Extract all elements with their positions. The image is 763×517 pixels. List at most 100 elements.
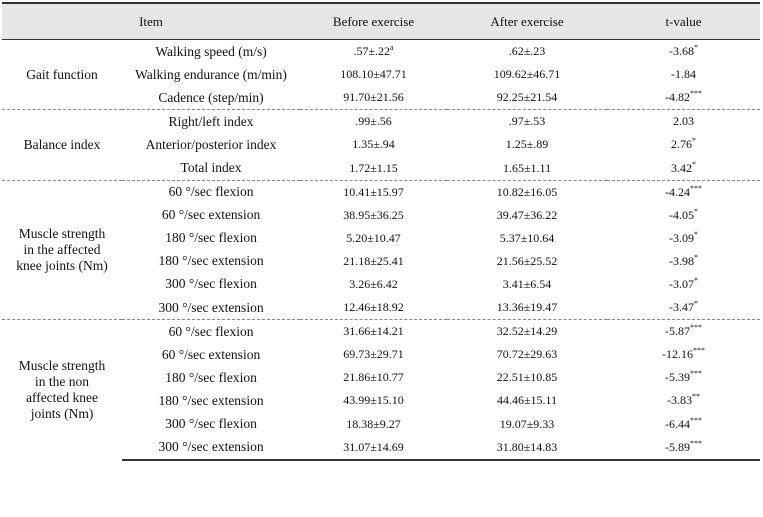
significance-marker: *** bbox=[690, 369, 703, 379]
significance-marker: * bbox=[694, 206, 699, 216]
t-value-text: -4.82 bbox=[665, 90, 691, 105]
after-exercise-value: 5.37±10.64 bbox=[499, 230, 555, 245]
before-value-text: 3.26±6.42 bbox=[349, 276, 398, 291]
t-value-text: -3.83 bbox=[667, 393, 693, 408]
after-exercise-value: 70.72±29.63 bbox=[496, 347, 558, 362]
group-label: Muscle strength in the affected knee joint… bbox=[2, 179, 122, 320]
t-value: -3.09* bbox=[607, 227, 760, 250]
before-value-text: 1.72±1.15 bbox=[349, 160, 398, 175]
significance-marker: *** bbox=[690, 415, 703, 425]
table-row: 180 °/sec flexion 21.86±10.77 22.51±10.85 -… bbox=[2, 366, 760, 389]
row-item-label: 300 °/sec extension bbox=[158, 299, 264, 315]
t-value: -3.07* bbox=[607, 273, 760, 296]
table-row: Gait function Walking speed (m/s) .57±.22a… bbox=[2, 40, 760, 82]
before-exercise-value: 1.72±1.15 bbox=[300, 156, 447, 180]
table-row: 300 °/sec flexion 3.26±6.42 3.41±6.54 -3.07… bbox=[2, 273, 760, 296]
after-exercise-value: 44.46±15.11 bbox=[496, 393, 558, 408]
after-exercise-value: 10.82±16.05 bbox=[447, 179, 608, 204]
t-value-text: -5.39 bbox=[665, 370, 691, 385]
before-exercise-value: 108.10±47.71 bbox=[300, 63, 447, 86]
table-row: 60 °/sec extension 38.95±36.25 39.47±36.22… bbox=[2, 204, 760, 227]
table-row: Muscle strength in the affected knee joint… bbox=[2, 179, 761, 320]
row-item-label: 60 °/sec extension bbox=[161, 346, 261, 362]
t-value: -4.82*** bbox=[607, 86, 760, 110]
before-exercise-value: 21.18±25.41 bbox=[300, 250, 447, 273]
before-value-text: 108.10±47.71 bbox=[340, 67, 407, 82]
before-value-text: 18.38±9.27 bbox=[346, 416, 401, 431]
row-item-label: 60 °/sec extension bbox=[161, 207, 261, 223]
after-exercise-value: 39.47±36.22 bbox=[496, 207, 558, 222]
t-value-text: -5.89 bbox=[665, 439, 691, 454]
before-exercise-value: 91.70±21.56 bbox=[300, 86, 447, 110]
after-exercise-value: 21.56±25.52 bbox=[496, 253, 558, 268]
table-row: Cadence (step/min) 91.70±21.56 92.25±21.54… bbox=[2, 86, 760, 110]
t-value: -4.24*** bbox=[607, 179, 761, 204]
significance-marker: * bbox=[694, 229, 699, 239]
before-exercise-value: 69.73±29.71 bbox=[300, 343, 447, 366]
t-value: 2.76* bbox=[607, 133, 760, 156]
table-row: 300 °/sec extension 31.07±14.69 31.80±14.8… bbox=[2, 435, 761, 461]
before-exercise-value: .57±.22a bbox=[300, 40, 447, 64]
row-item-label: 60 °/sec flexion bbox=[122, 179, 301, 204]
t-value-text: -3.98 bbox=[669, 253, 695, 268]
group-label: Muscle strength in the non affected knee jo… bbox=[2, 319, 122, 460]
row-item-label: Total index bbox=[180, 160, 242, 176]
before-value-text: 69.73±29.71 bbox=[343, 347, 404, 362]
row-item-label: 300 °/sec extension bbox=[122, 435, 301, 461]
t-value-text: -3.09 bbox=[669, 230, 695, 245]
row-item-label: Walking speed (m/s) bbox=[155, 43, 267, 59]
t-value: -3.68* bbox=[607, 40, 760, 64]
row-item-label: 300 °/sec flexion bbox=[165, 416, 257, 432]
t-value: -4.05* bbox=[607, 204, 760, 227]
significance-marker: * bbox=[692, 136, 697, 146]
after-exercise-value: 31.80±14.83 bbox=[447, 435, 608, 461]
row-item-label: Walking endurance (m/min) bbox=[135, 66, 287, 82]
table-row: Walking endurance (m/min) 108.10±47.71 109… bbox=[2, 63, 760, 86]
table-row: 300 °/sec extension 12.46±18.92 13.36±19.4… bbox=[2, 296, 760, 320]
row-item-label: Anterior/posterior index bbox=[145, 136, 277, 152]
results-table: Item Before exercise After exercise t-va… bbox=[2, 2, 761, 461]
before-value-text: 21.18±25.41 bbox=[343, 253, 404, 268]
before-exercise-value: 12.46±18.92 bbox=[300, 296, 447, 320]
t-value-text: -3.07 bbox=[669, 276, 695, 291]
table-row: Balance index Right/left index .99±.56 .97±… bbox=[2, 109, 761, 181]
before-value-text: 31.07±14.69 bbox=[343, 439, 404, 454]
before-exercise-value: 3.26±6.42 bbox=[300, 273, 447, 296]
before-exercise-value: 43.99±15.10 bbox=[300, 389, 447, 412]
t-value-text: 2.03 bbox=[673, 114, 695, 129]
before-value-text: 1.35±.94 bbox=[352, 137, 395, 152]
t-value-text: -3.47 bbox=[669, 300, 695, 315]
header-before-exercise: Before exercise bbox=[300, 2, 448, 40]
header-t-value: t-value bbox=[607, 2, 761, 40]
t-value-text: -6.44 bbox=[665, 416, 691, 431]
table-row: Anterior/posterior index 1.35±.94 1.25±.89… bbox=[2, 133, 760, 156]
table-row: 180 °/sec extension 43.99±15.10 44.46±15.1… bbox=[2, 389, 760, 412]
before-exercise-value: 31.07±14.69 bbox=[300, 435, 448, 461]
significance-marker: *** bbox=[690, 438, 703, 448]
after-exercise-value: .97±.53 bbox=[447, 109, 608, 134]
before-value-text: .57±.22 bbox=[353, 44, 391, 59]
group-label: Balance index bbox=[2, 109, 122, 181]
before-value-text: 31.66±14.21 bbox=[343, 324, 404, 339]
before-value-text: 5.20±10.47 bbox=[346, 230, 401, 245]
t-value: -6.44*** bbox=[607, 413, 760, 436]
significance-marker: * bbox=[692, 159, 697, 169]
header-item: Item bbox=[2, 2, 301, 40]
t-value-text: 2.76 bbox=[671, 137, 693, 152]
before-exercise-value: 21.86±10.77 bbox=[300, 366, 447, 389]
after-exercise-value: .62±.23 bbox=[508, 44, 546, 59]
before-exercise-value: 18.38±9.27 bbox=[300, 413, 447, 436]
row-item-label: 180 °/sec extension bbox=[158, 253, 264, 269]
t-value-text: -12.16 bbox=[662, 347, 694, 362]
t-value: -5.87*** bbox=[607, 319, 761, 344]
footnote-marker: a bbox=[390, 43, 394, 53]
table-row: 180 °/sec flexion 5.20±10.47 5.37±10.64 -3.… bbox=[2, 227, 760, 250]
before-exercise-value: 31.66±14.21 bbox=[300, 319, 448, 344]
row-item-label: Right/left index bbox=[122, 109, 301, 134]
significance-marker: * bbox=[694, 275, 699, 285]
after-exercise-value: 13.36±19.47 bbox=[496, 300, 558, 315]
t-value: -5.39*** bbox=[607, 366, 760, 389]
t-value: -3.47* bbox=[607, 296, 760, 320]
t-value-text: -4.24 bbox=[665, 184, 691, 199]
table-row: Muscle strength in the non affected knee jo… bbox=[2, 319, 761, 460]
